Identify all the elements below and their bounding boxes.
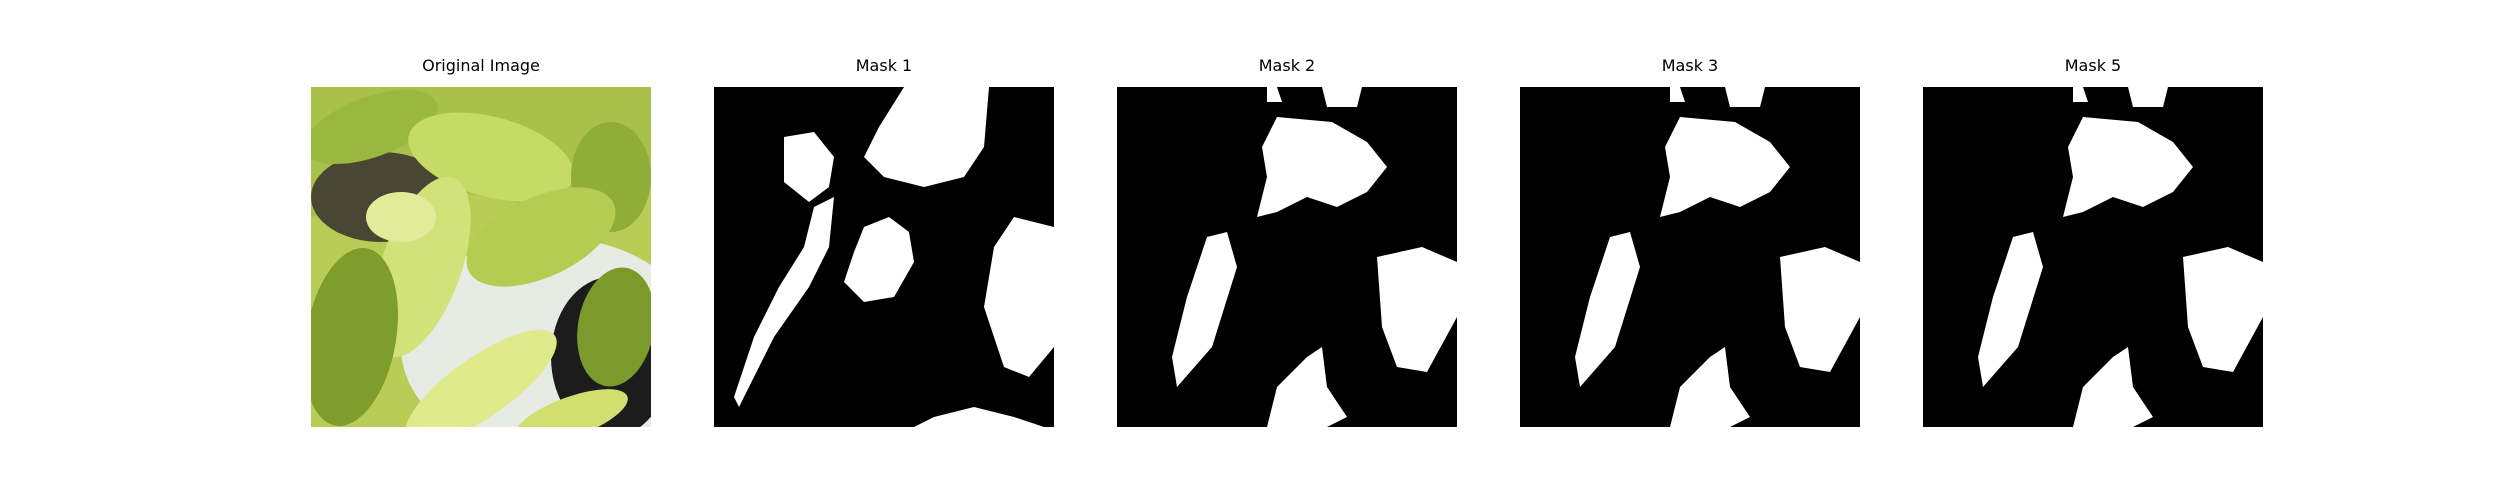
- panel-title-original-image: Original Image: [301, 54, 661, 78]
- mask-5-panel: Mask 5: [1913, 54, 2273, 427]
- mask-1-image: [714, 87, 1054, 427]
- panel-title-mask-3: Mask 3: [1510, 54, 1870, 78]
- original-plant-image: [311, 87, 651, 427]
- panel-title-mask-5: Mask 5: [1913, 54, 2273, 78]
- mask-3-image: [1520, 87, 1860, 427]
- mask-1-panel: Mask 1: [704, 54, 1064, 427]
- mask-2-image: [1117, 87, 1457, 427]
- original-image-panel: Original Image: [301, 54, 661, 427]
- panel-title-mask-2: Mask 2: [1107, 54, 1467, 78]
- mask-5-image: [1923, 87, 2263, 427]
- mask-3-panel: Mask 3: [1510, 54, 1870, 427]
- mask-2-panel: Mask 2: [1107, 54, 1467, 427]
- panel-title-mask-1: Mask 1: [704, 54, 1064, 78]
